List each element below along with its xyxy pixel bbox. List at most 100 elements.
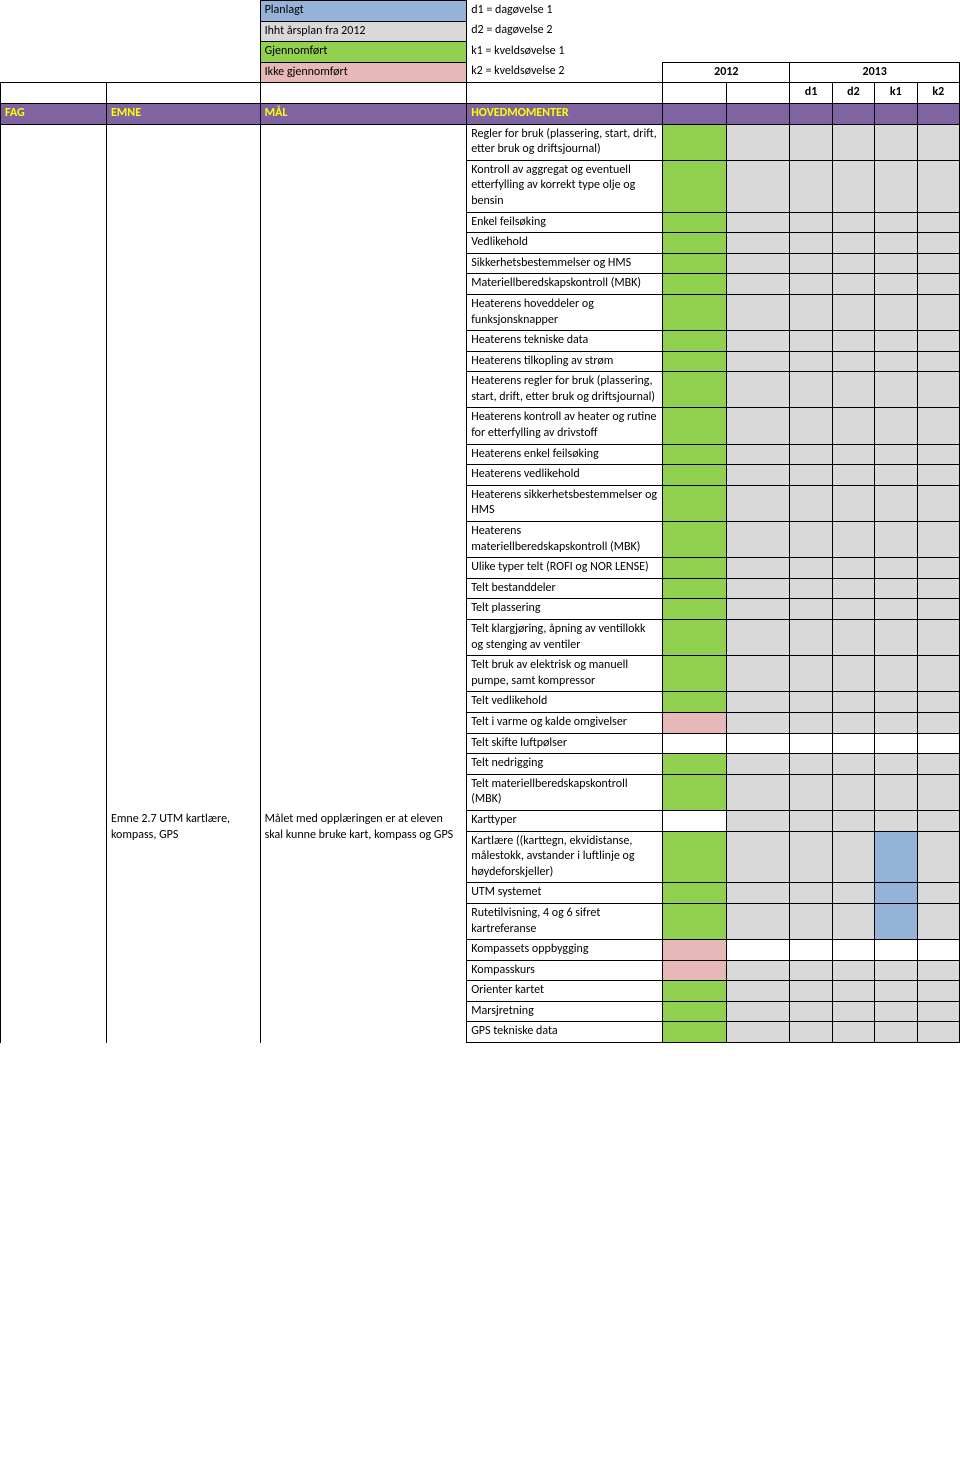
status-cell [917, 522, 960, 558]
status-cell [832, 960, 874, 981]
status-cell [790, 578, 832, 599]
status-cell [663, 578, 727, 599]
status-cell [832, 883, 874, 904]
status-cell [917, 960, 960, 981]
status-cell [832, 351, 874, 372]
status-cell [917, 372, 960, 408]
status-cell [875, 599, 917, 620]
legend-k2: k2 = kveldsøvelse 2 [467, 62, 663, 83]
hovedmoment-cell: Telt bestanddeler [467, 578, 663, 599]
status-cell [917, 712, 960, 733]
status-cell [790, 294, 832, 330]
status-cell [790, 558, 832, 579]
status-cell [663, 558, 727, 579]
status-cell [875, 981, 917, 1002]
hovedmoment-cell: Telt bruk av elektrisk og manuell pumpe,… [467, 656, 663, 692]
status-cell [790, 274, 832, 295]
status-cell [917, 1022, 960, 1043]
status-cell [875, 903, 917, 939]
status-cell [663, 774, 727, 810]
status-cell [875, 1022, 917, 1043]
status-cell [917, 253, 960, 274]
status-cell [875, 558, 917, 579]
status-cell [917, 810, 960, 831]
status-cell [663, 1001, 727, 1022]
status-cell [726, 274, 790, 295]
status-cell [875, 253, 917, 274]
status-cell [917, 294, 960, 330]
hovedmoment-cell: Heaterens kontroll av heater og rutine f… [467, 408, 663, 444]
status-cell [726, 465, 790, 486]
status-cell [790, 903, 832, 939]
status-cell [663, 599, 727, 620]
status-cell [726, 754, 790, 775]
status-cell [917, 274, 960, 295]
status-cell [790, 212, 832, 233]
status-cell [790, 331, 832, 352]
status-cell [663, 233, 727, 254]
status-cell [917, 599, 960, 620]
status-cell [832, 810, 874, 831]
status-cell [875, 1001, 917, 1022]
status-cell [663, 253, 727, 274]
status-cell [917, 733, 960, 754]
status-cell [917, 774, 960, 810]
status-cell [832, 1022, 874, 1043]
status-cell [663, 810, 727, 831]
status-cell [790, 160, 832, 212]
legend-notdone: Ikke gjennomført [260, 62, 467, 83]
status-cell [875, 485, 917, 521]
status-cell [726, 831, 790, 883]
status-cell [832, 558, 874, 579]
hovedmoment-cell: Telt i varme og kalde omgivelser [467, 712, 663, 733]
hovedmoment-cell: Heaterens sikkerhetsbestemmelser og HMS [467, 485, 663, 521]
status-cell [790, 1022, 832, 1043]
status-cell [875, 692, 917, 713]
hovedmoment-cell: Orienter kartet [467, 981, 663, 1002]
status-cell [875, 733, 917, 754]
status-cell [790, 981, 832, 1002]
emne-cell [106, 124, 260, 810]
status-cell [875, 274, 917, 295]
status-cell [790, 465, 832, 486]
status-cell [917, 754, 960, 775]
hovedmoment-cell: Karttyper [467, 810, 663, 831]
status-cell [832, 599, 874, 620]
hovedmoment-cell: Kontroll av aggregat og eventuell etterf… [467, 160, 663, 212]
status-cell [875, 522, 917, 558]
status-cell [726, 351, 790, 372]
status-cell [875, 940, 917, 961]
status-cell [832, 712, 874, 733]
status-cell [832, 1001, 874, 1022]
status-cell [790, 124, 832, 160]
status-cell [790, 774, 832, 810]
hovedmoment-cell: Rutetilvisning, 4 og 6 sifret kartrefera… [467, 903, 663, 939]
hovedmoment-cell: Heaterens hoveddeler og funksjonsknapper [467, 294, 663, 330]
hovedmoment-cell: Heaterens vedlikehold [467, 465, 663, 486]
status-cell [790, 620, 832, 656]
status-cell [832, 253, 874, 274]
status-cell [917, 831, 960, 883]
status-cell [790, 253, 832, 274]
status-cell [663, 331, 727, 352]
status-cell [875, 408, 917, 444]
hovedmoment-cell: Regler for bruk (plassering, start, drif… [467, 124, 663, 160]
status-cell [875, 712, 917, 733]
status-cell [875, 444, 917, 465]
status-cell [790, 754, 832, 775]
status-cell [917, 124, 960, 160]
status-cell [663, 940, 727, 961]
status-cell [875, 124, 917, 160]
status-cell [663, 444, 727, 465]
status-cell [917, 558, 960, 579]
status-cell [917, 940, 960, 961]
status-cell [832, 578, 874, 599]
status-cell [832, 981, 874, 1002]
status-cell [875, 831, 917, 883]
header-mal: MÅL [260, 103, 467, 124]
status-cell [663, 351, 727, 372]
status-cell [663, 160, 727, 212]
status-cell [832, 656, 874, 692]
col-d2: d2 [832, 83, 874, 104]
status-cell [917, 656, 960, 692]
